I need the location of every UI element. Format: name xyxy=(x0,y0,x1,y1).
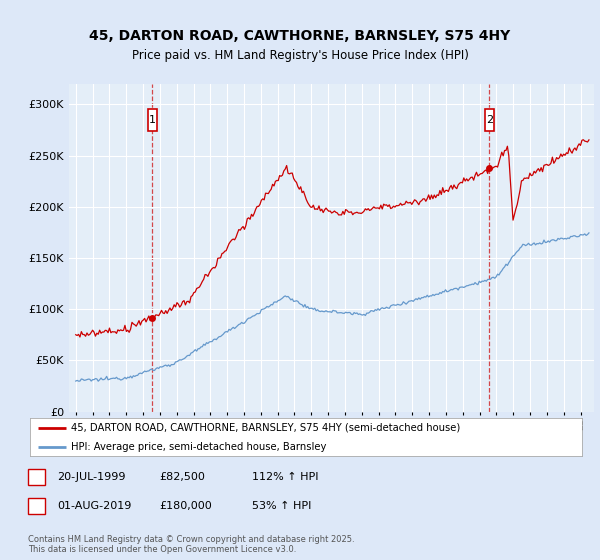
Text: £82,500: £82,500 xyxy=(159,472,205,482)
Text: 112% ↑ HPI: 112% ↑ HPI xyxy=(252,472,319,482)
Text: 1: 1 xyxy=(33,472,40,482)
Text: 45, DARTON ROAD, CAWTHORNE, BARNSLEY, S75 4HY: 45, DARTON ROAD, CAWTHORNE, BARNSLEY, S7… xyxy=(89,29,511,44)
Text: 2: 2 xyxy=(33,501,40,511)
Text: 20-JUL-1999: 20-JUL-1999 xyxy=(57,472,125,482)
Text: 45, DARTON ROAD, CAWTHORNE, BARNSLEY, S75 4HY (semi-detached house): 45, DARTON ROAD, CAWTHORNE, BARNSLEY, S7… xyxy=(71,423,461,433)
Text: Contains HM Land Registry data © Crown copyright and database right 2025.
This d: Contains HM Land Registry data © Crown c… xyxy=(28,535,355,554)
Text: 1: 1 xyxy=(149,115,156,125)
Text: 53% ↑ HPI: 53% ↑ HPI xyxy=(252,501,311,511)
FancyBboxPatch shape xyxy=(485,109,494,131)
Text: £180,000: £180,000 xyxy=(159,501,212,511)
Text: 2: 2 xyxy=(486,115,493,125)
Text: 01-AUG-2019: 01-AUG-2019 xyxy=(57,501,131,511)
FancyBboxPatch shape xyxy=(148,109,157,131)
Text: HPI: Average price, semi-detached house, Barnsley: HPI: Average price, semi-detached house,… xyxy=(71,442,327,452)
Text: Price paid vs. HM Land Registry's House Price Index (HPI): Price paid vs. HM Land Registry's House … xyxy=(131,49,469,63)
